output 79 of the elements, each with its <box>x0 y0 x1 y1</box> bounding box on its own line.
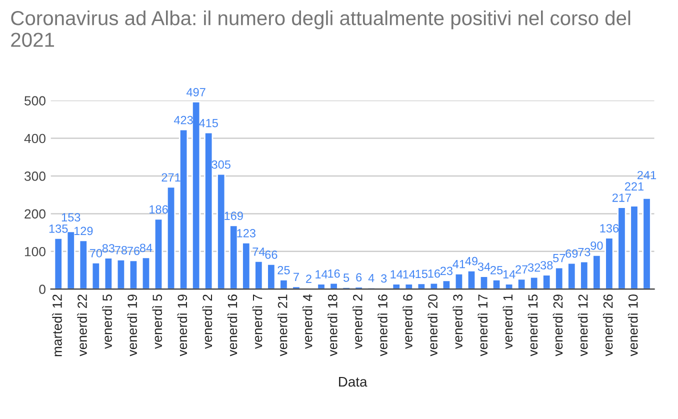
data-label: 49 <box>465 256 478 266</box>
data-label: 186 <box>150 205 168 214</box>
x-tick-label: venerdì 19 <box>127 294 138 356</box>
x-tick-label: venerdì 6 <box>402 294 412 349</box>
data-label: 241 <box>638 170 656 180</box>
data-label: 169 <box>224 212 243 220</box>
data-label: 415 <box>199 119 218 128</box>
data-label: 14 <box>316 270 328 278</box>
x-tick-label: venerdì 17 <box>478 294 488 356</box>
data-label: 69 <box>566 249 578 258</box>
x-tick-label: venerdì 5 <box>152 294 162 349</box>
data-label: 57 <box>553 254 566 262</box>
data-label: 135 <box>49 224 68 233</box>
x-tick-label: venerdì 21 <box>277 294 288 356</box>
x-tick-label: venerdì 16 <box>227 294 238 356</box>
x-tick-label: venerdì 29 <box>552 294 563 356</box>
data-label: 497 <box>186 88 206 96</box>
data-label: 129 <box>74 226 93 236</box>
data-label: 221 <box>624 182 644 190</box>
x-tick-label: venerdì 4 <box>302 294 312 349</box>
x-tick-label: venerdì 12 <box>578 294 588 356</box>
data-label: 83 <box>102 244 114 252</box>
data-label: 2 <box>306 274 312 283</box>
y-tick-label: 500 <box>24 96 46 106</box>
x-tick-label: martedì 12 <box>52 294 62 356</box>
y-tick-label: 0 <box>39 284 46 294</box>
x-tick-label: venerdì 10 <box>628 294 638 356</box>
x-tick-label: venerdì 22 <box>77 294 87 356</box>
data-label: 32 <box>528 263 540 272</box>
data-label: 4 <box>368 274 374 282</box>
data-label: 217 <box>612 194 631 202</box>
data-label: 3 <box>381 274 387 283</box>
x-tick-label: venerdì 15 <box>528 294 538 356</box>
x-tick-label: venerdì 2 <box>352 294 362 349</box>
data-label: 423 <box>174 116 193 124</box>
data-label: 14 <box>390 270 403 278</box>
data-label: 123 <box>237 229 256 238</box>
data-label: 38 <box>540 261 553 270</box>
data-label: 25 <box>278 266 290 274</box>
data-label: 6 <box>356 273 362 282</box>
x-tick-label: venerdì 1 <box>502 294 513 349</box>
data-label: 66 <box>265 250 278 259</box>
data-label: 271 <box>162 173 180 182</box>
data-label: 34 <box>478 262 490 271</box>
data-label: 74 <box>252 248 265 256</box>
data-label: 84 <box>140 244 152 252</box>
data-label: 41 <box>452 260 465 268</box>
chart-title: Coronavirus ad Alba: il numero degli attualmente positivi nel corso del 2021 <box>11 10 630 47</box>
data-label: 16 <box>328 269 340 278</box>
data-label: 15 <box>416 270 428 278</box>
x-axis-title: Data <box>339 376 368 387</box>
x-tick-label: venerdì 19 <box>177 294 188 356</box>
data-label: 76 <box>128 246 140 256</box>
y-tick-label: 400 <box>24 134 46 144</box>
data-label: 136 <box>600 224 619 232</box>
data-label: 27 <box>516 265 528 274</box>
x-tick-label: venerdì 18 <box>327 294 338 356</box>
data-label: 23 <box>440 266 452 276</box>
y-tick-label: 300 <box>24 172 46 181</box>
y-tick-label: 100 <box>24 246 46 256</box>
data-label: 73 <box>578 248 590 256</box>
y-tick-label: 200 <box>24 209 46 219</box>
data-label: 5 <box>343 274 350 282</box>
data-label: 16 <box>428 269 440 278</box>
x-tick-label: venerdì 20 <box>428 294 438 356</box>
data-label: 78 <box>114 246 128 254</box>
x-tick-label: venerdì 5 <box>102 294 112 349</box>
data-label: 70 <box>90 249 102 258</box>
data-label: 7 <box>294 272 299 282</box>
data-label: 14 <box>403 270 416 278</box>
data-label: 90 <box>590 241 603 250</box>
data-label: 25 <box>490 266 503 274</box>
x-tick-label: venerdì 3 <box>452 294 463 349</box>
data-label: 153 <box>62 213 80 222</box>
x-tick-label: venerdì 2 <box>202 294 212 349</box>
data-label: 14 <box>503 270 516 278</box>
x-tick-label: venerdì 26 <box>602 294 613 356</box>
x-tick-label: venerdì 16 <box>378 294 388 356</box>
x-tick-label: venerdì 7 <box>252 294 262 349</box>
